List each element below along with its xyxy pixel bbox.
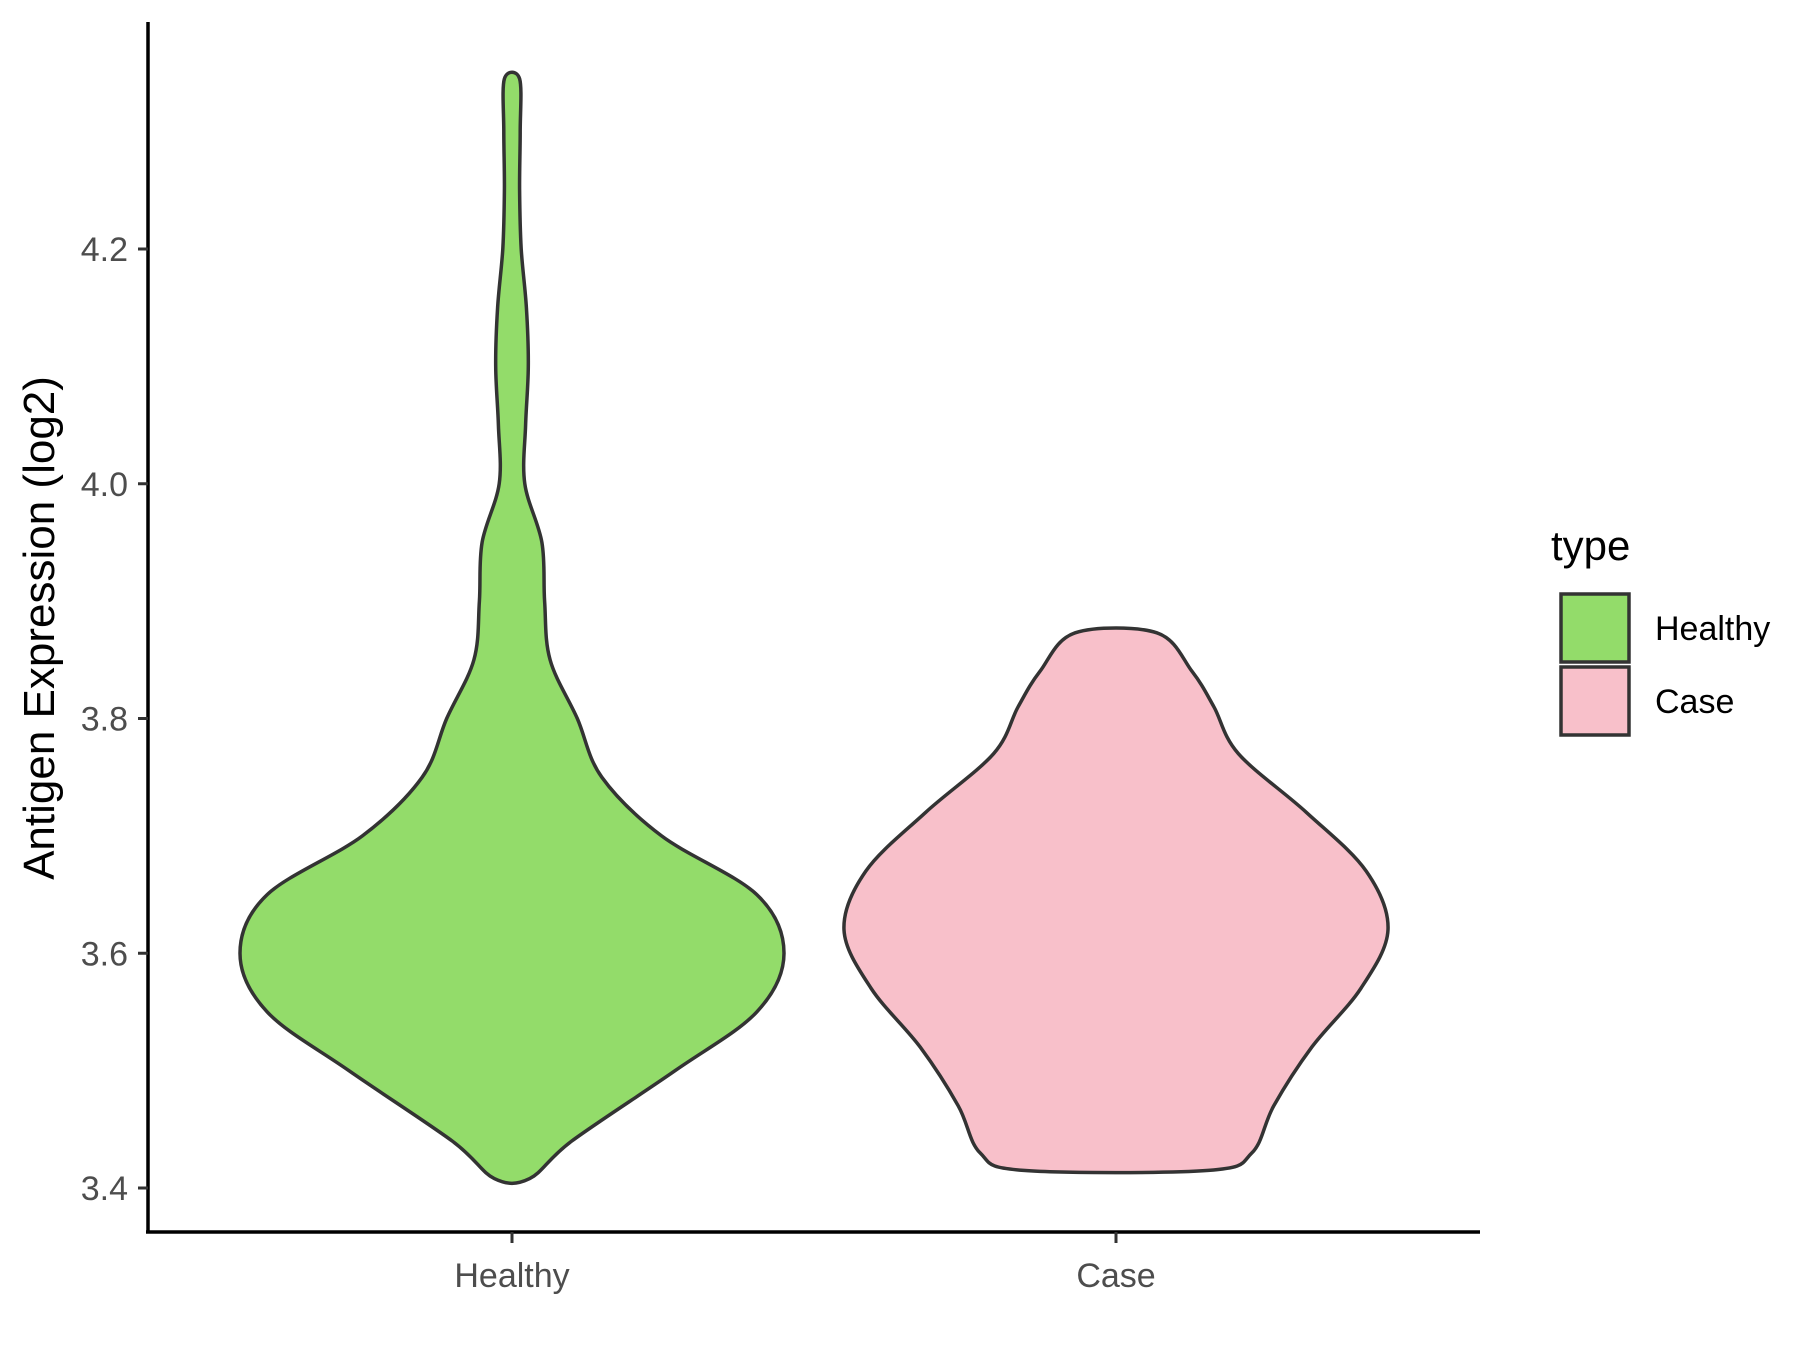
y-tick-label: 4.2 — [81, 231, 128, 269]
legend-key-healthy — [1561, 594, 1629, 662]
legend-label: Healthy — [1655, 610, 1770, 648]
legend: type Healthy Case — [1551, 522, 1770, 735]
legend-title: type — [1551, 522, 1630, 569]
y-tick-label: 3.8 — [81, 701, 128, 739]
plot-area — [240, 72, 1388, 1183]
legend-entries: Healthy Case — [1561, 594, 1770, 735]
x-tick-label: Healthy — [454, 1257, 569, 1295]
legend-label: Case — [1655, 683, 1734, 721]
y-tick-label: 3.6 — [81, 935, 128, 973]
violin-case — [844, 628, 1388, 1173]
legend-key-case — [1561, 667, 1629, 735]
y-ticks: 3.4 3.6 3.8 4.0 4.2 — [81, 231, 148, 1208]
y-axis-title: Antigen Expression (log2) — [15, 376, 64, 880]
violin-healthy — [240, 72, 784, 1183]
x-ticks: Healthy Case — [454, 1232, 1155, 1295]
y-tick-label: 3.4 — [81, 1170, 128, 1208]
y-tick-label: 4.0 — [81, 466, 128, 504]
x-tick-label: Case — [1076, 1257, 1155, 1295]
